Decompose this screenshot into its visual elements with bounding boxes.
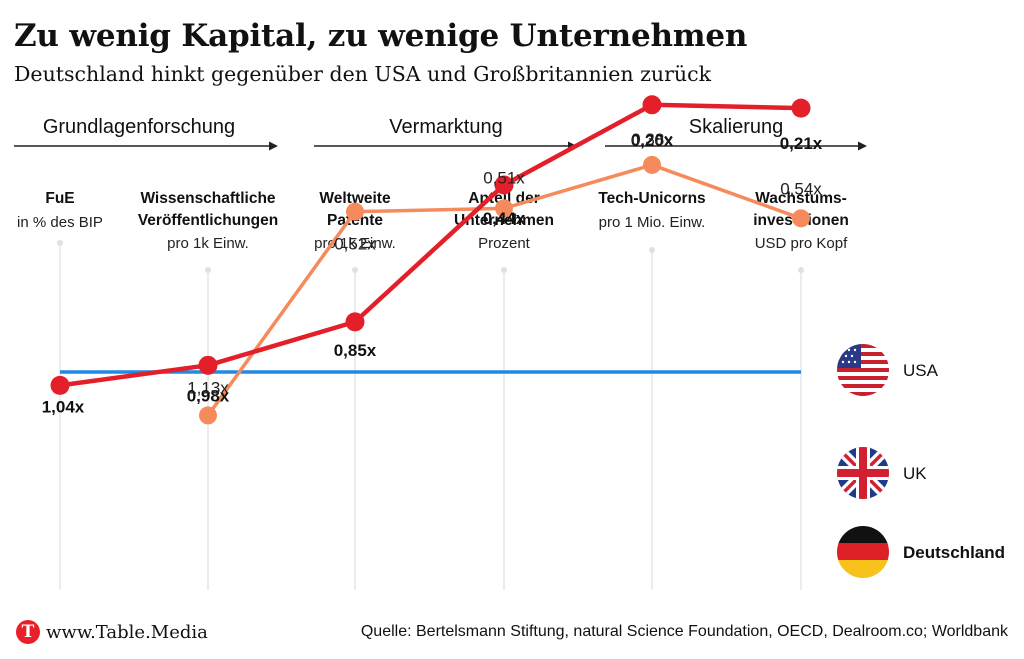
chart-title: Zu wenig Kapital, zu wenige Unternehmen — [14, 18, 748, 54]
category-guide-dot — [649, 247, 655, 253]
data-point-deutschland — [345, 312, 365, 332]
category-label-veroeffentlichungen-2: Veröffentlichungen — [138, 212, 278, 229]
data-point-deutschland — [494, 175, 514, 195]
value-labels: 1,04x 0,98x 0,85x 0,44x 0,20x 0,21x 1,13x 0,52x… — [42, 130, 823, 416]
data-point-uk — [346, 202, 364, 221]
data-label-deutschland: 0,85x — [334, 341, 377, 360]
data-point-deutschland — [50, 375, 70, 395]
legend-label-uk: UK — [903, 464, 927, 483]
legend: USA UK Deutschland — [837, 344, 1005, 578]
data-label-uk: 0,52x — [334, 235, 376, 254]
category-label-wachstum-1: Wachstums- — [755, 190, 847, 207]
category-unit-wachstum: USD pro Kopf — [755, 235, 848, 252]
category-label-patente-1: Weltweite — [319, 190, 391, 207]
source-note: Quelle: Bertelsmann Stiftung, natural Sc… — [360, 623, 1008, 640]
stage-label-skalierung: Skalierung — [689, 116, 784, 138]
data-label-deutschland: 1,04x — [42, 397, 85, 416]
series-lines — [50, 95, 811, 425]
chart-subtitle: Deutschland hinkt gegenüber den USA und … — [14, 62, 711, 86]
data-label-deutschland: 0,98x — [187, 386, 230, 405]
series-line-deutschland — [59, 102, 802, 388]
category-guide-dot — [205, 267, 211, 273]
data-label-uk: 0,51x — [483, 168, 525, 187]
data-label-deutschland: 0,20x — [631, 131, 674, 150]
brand-url[interactable]: www.Table.Media — [46, 621, 208, 643]
category-label-unicorns: Tech-Unicorns — [598, 190, 705, 207]
category-unit-unternehmen: Prozent — [478, 235, 531, 252]
category-guide-dot — [501, 267, 507, 273]
data-label-deutschland: 0,44x — [483, 209, 526, 228]
legend-label-usa: USA — [903, 361, 939, 380]
us-flag-icon — [837, 344, 889, 396]
category-guide-dot — [798, 267, 804, 273]
stage-arrow-head — [858, 141, 867, 151]
category-headers: FuE in % des BIP Wissenschaftliche Veröf… — [17, 190, 849, 252]
data-point-uk — [495, 199, 513, 218]
table-media-logo-icon: T — [16, 620, 40, 644]
chart: Grundlagenforschung Vermarktung Skalieru… — [14, 95, 1005, 590]
germany-flag-icon — [837, 526, 889, 578]
data-point-uk — [643, 155, 661, 174]
data-point-deutschland — [791, 98, 811, 118]
category-label-veroeffentlichungen-1: Wissenschaftliche — [140, 190, 275, 207]
category-unit-unicorns: pro 1 Mio. Einw. — [599, 214, 706, 231]
stage-label-grundlagenforschung: Grundlagenforschung — [43, 116, 235, 138]
data-point-uk — [792, 209, 810, 228]
data-label-uk: 1,13x — [187, 378, 229, 397]
category-guide-dot — [352, 267, 358, 273]
stage-label-vermarktung: Vermarktung — [389, 116, 502, 138]
legend-label-deutschland: Deutschland — [903, 543, 1005, 562]
data-label-uk: 0,54x — [780, 179, 822, 198]
category-label-fue: FuE — [45, 190, 74, 207]
data-label-uk: 0,38x — [631, 130, 673, 149]
category-guide-dot — [57, 240, 63, 246]
category-unit-veroeffentlichungen: pro 1k Einw. — [167, 235, 249, 252]
category-label-unternehmen-2: Unternehmen — [454, 212, 554, 229]
stage-arrows: Grundlagenforschung Vermarktung Skalieru… — [14, 116, 867, 151]
data-label-deutschland: 0,21x — [780, 134, 823, 153]
brand: T www.Table.Media — [16, 620, 208, 644]
stage-arrow-head — [269, 141, 278, 151]
data-point-deutschland — [642, 95, 662, 115]
data-point-uk — [199, 406, 217, 425]
uk-flag-icon — [837, 447, 889, 499]
data-point-deutschland — [198, 355, 218, 375]
category-guides — [57, 240, 804, 590]
category-unit-fue: in % des BIP — [17, 214, 103, 231]
